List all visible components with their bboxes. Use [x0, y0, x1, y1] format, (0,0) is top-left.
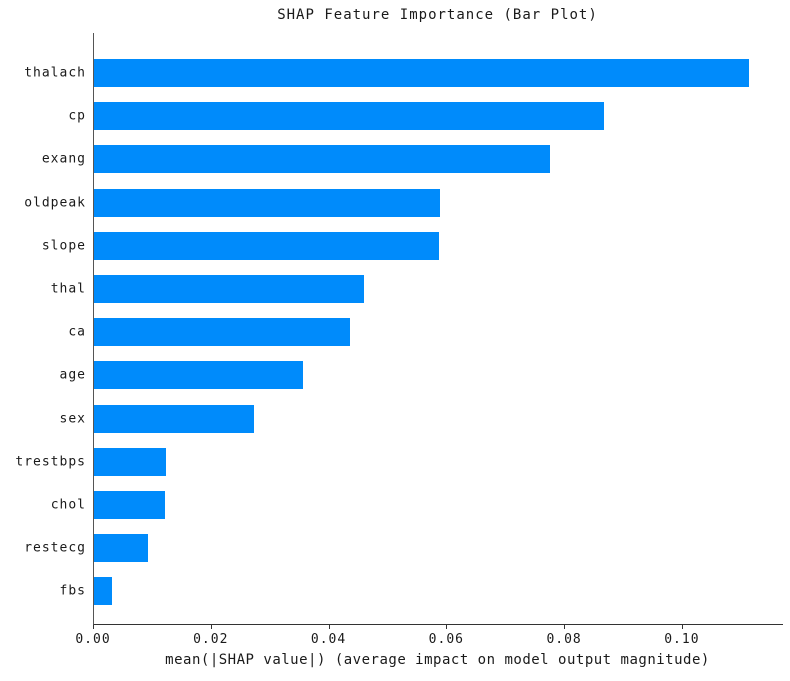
bar-ca	[94, 318, 351, 347]
bar-cp	[94, 102, 604, 131]
y-tick-label-trestbps: trestbps	[15, 454, 86, 470]
bar-sex	[94, 404, 254, 433]
bar-thalach	[94, 59, 749, 87]
y-tick-label-chol: chol	[50, 497, 86, 513]
x-tick-mark-0.00	[93, 625, 94, 629]
y-tick-label-age: age	[59, 367, 86, 383]
y-tick-label-restecg: restecg	[24, 540, 86, 556]
x-axis-label: mean(|SHAP value|) (average impact on mo…	[165, 652, 710, 668]
bar-restecg	[94, 534, 148, 563]
x-tick-mark-0.08	[564, 625, 566, 629]
bar-oldpeak	[94, 188, 441, 217]
y-tick-label-thalach: thalach	[24, 65, 86, 81]
bar-slope	[94, 231, 439, 260]
bar-exang	[94, 145, 550, 174]
x-tick-mark-0.02	[210, 625, 212, 629]
y-tick-label-thal: thal	[50, 281, 86, 297]
x-tick-label-0.02: 0.02	[193, 632, 229, 647]
bar-age	[94, 361, 304, 390]
x-tick-mark-0.04	[328, 625, 330, 629]
y-tick-label-exang: exang	[41, 151, 86, 167]
bar-chol	[94, 491, 166, 519]
x-tick-mark-0.06	[446, 625, 448, 629]
bar-fbs	[94, 577, 113, 606]
x-tick-mark-0.10	[681, 625, 683, 629]
bar-trestbps	[94, 447, 166, 476]
y-tick-label-oldpeak: oldpeak	[24, 195, 86, 211]
y-tick-label-fbs: fbs	[59, 583, 86, 599]
y-tick-label-cp: cp	[68, 108, 86, 124]
bar-thal	[94, 275, 364, 303]
chart-title: SHAP Feature Importance (Bar Plot)	[277, 7, 598, 23]
x-tick-label-0.04: 0.04	[310, 632, 347, 647]
x-tick-label-0.10: 0.10	[664, 632, 700, 647]
x-tick-label-0.06: 0.06	[428, 632, 464, 647]
x-tick-label-0.00: 0.00	[75, 632, 111, 647]
x-tick-label-0.08: 0.08	[546, 632, 582, 647]
y-tick-label-ca: ca	[68, 324, 86, 340]
y-tick-label-slope: slope	[41, 238, 86, 254]
y-tick-label-sex: sex	[59, 411, 86, 427]
plot-area	[93, 33, 783, 625]
